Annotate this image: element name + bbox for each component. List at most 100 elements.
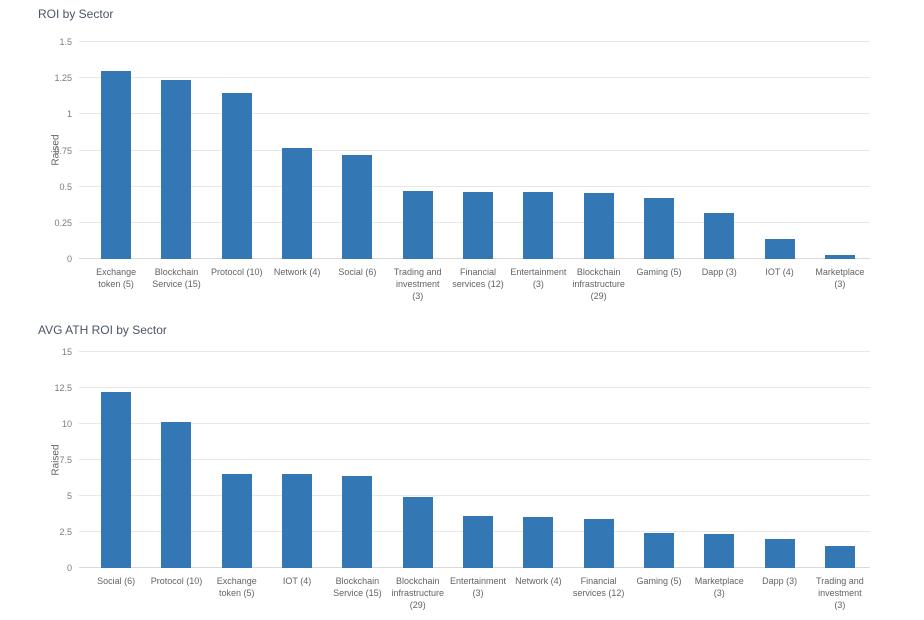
bar-slot (207, 42, 267, 259)
y-axis-ticks: 0 2.5 5 7.5 10 12.5 15 (0, 347, 72, 573)
bar (523, 516, 554, 568)
bar-slot (327, 42, 387, 259)
x-category-label: Gaming (5) (636, 267, 682, 277)
bar-slot (448, 42, 508, 259)
x-category-label: Marketplace (3) (815, 267, 865, 289)
x-category-label: Marketplace (3) (694, 576, 744, 598)
y-tick-label: 0 (66, 254, 72, 264)
chart-title: AVG ATH ROI by Sector (38, 323, 167, 337)
bar-slot (448, 352, 508, 568)
gridline (79, 185, 870, 187)
x-category-label: Blockchain Service (15) (333, 576, 382, 598)
bar-slot (689, 42, 749, 259)
bar (463, 191, 494, 259)
bar (704, 213, 735, 259)
bar-slot (508, 352, 568, 568)
x-category-label: Blockchain infrastructure (29) (391, 576, 444, 610)
x-category-label: IOT (4) (282, 576, 312, 586)
x-category-label: Financial services (12) (572, 576, 625, 598)
x-category-label: Blockchain infrastructure (29) (572, 267, 625, 301)
x-category-label: Protocol (10) (211, 267, 263, 277)
bar (643, 532, 674, 568)
bar (161, 421, 192, 568)
y-tick-label: 1.5 (59, 37, 72, 47)
gridline (79, 77, 870, 79)
bar (221, 473, 252, 568)
y-tick-label: 2.5 (59, 527, 72, 537)
bar (402, 497, 433, 568)
x-category-label: Network (4) (515, 576, 562, 586)
bar-slot (267, 42, 327, 259)
y-tick-label: 1.25 (54, 73, 72, 84)
bar (282, 474, 313, 568)
bar-slot (327, 352, 387, 568)
x-category-label: Entertainment (3) (450, 576, 507, 598)
bar-slot (569, 42, 629, 259)
bar-slot (629, 352, 689, 568)
x-category-label: Exchange token (5) (216, 576, 257, 598)
x-category-label: Dapp (3) (701, 267, 737, 277)
y-tick-label: 12.5 (54, 383, 72, 393)
x-category-label: Exchange token (5) (96, 267, 137, 289)
bar-slot (810, 352, 870, 568)
bar-slot (388, 42, 448, 259)
y-tick-label: 15 (61, 347, 72, 357)
bar-slot (629, 42, 689, 259)
x-category-label: Entertainment (3) (510, 267, 567, 289)
bar (342, 154, 373, 259)
bars-area (86, 42, 870, 259)
y-tick-label: 0 (66, 563, 72, 573)
x-category-label: Dapp (3) (762, 576, 798, 586)
y-axis-ticks: 0 0.25 0.5 0.75 1 1.25 1.5 (0, 37, 72, 264)
x-category-label: Trading and investment (3) (816, 576, 864, 610)
gridline (79, 351, 870, 352)
bar (764, 538, 795, 568)
bar (282, 147, 313, 259)
x-category-label: Blockchain Service (15) (152, 267, 201, 289)
y-tick-label: 0.75 (54, 145, 72, 156)
x-category-label: Social (6) (97, 576, 136, 586)
gridline (79, 41, 870, 42)
gridline (79, 387, 870, 388)
gridline (79, 113, 870, 115)
avg-ath-roi-by-sector-chart: AVG ATH ROI by Sector Raised 0 2.5 5 7.5 10 1… (0, 312, 924, 620)
bar-slot (810, 42, 870, 259)
y-tick-label: 0.25 (54, 217, 72, 228)
gridline (79, 495, 870, 496)
x-axis-labels: Exchange token (5) Blockchain Service (15… (86, 266, 870, 302)
bar (764, 238, 795, 259)
gridline (79, 149, 870, 151)
gridline (79, 423, 870, 424)
y-tick-label: 5 (66, 491, 72, 501)
bar (583, 193, 614, 259)
bar-slot (146, 352, 206, 568)
bar-slot (207, 352, 267, 568)
x-category-label: Gaming (5) (636, 576, 682, 586)
bar-slot (749, 42, 809, 259)
bar (523, 191, 554, 259)
bar-slot (86, 42, 146, 259)
x-category-label: IOT (4) (765, 267, 794, 277)
x-category-label: Network (4) (273, 267, 321, 277)
bar (101, 70, 132, 259)
bar (704, 534, 735, 568)
bar (643, 197, 674, 259)
bar (463, 516, 494, 568)
y-tick-label: 7.5 (59, 455, 72, 465)
x-axis-labels: Social (6) Protocol (10) Exchange token (5… (86, 575, 870, 611)
bar-slot (388, 352, 448, 568)
bar (342, 475, 373, 568)
gridline (79, 459, 870, 460)
x-category-label: Financial services (12) (452, 267, 504, 289)
bar (824, 546, 855, 568)
bar (221, 92, 252, 259)
x-category-label: Trading and investment (3) (393, 267, 442, 301)
y-tick-label: 0.5 (59, 181, 72, 192)
bar (101, 392, 132, 568)
chart-title: ROI by Sector (38, 7, 114, 21)
x-category-label: Social (6) (338, 267, 377, 277)
bar-slot (508, 42, 568, 259)
bar-slot (569, 352, 629, 568)
bar (402, 191, 433, 259)
bar-slot (267, 352, 327, 568)
